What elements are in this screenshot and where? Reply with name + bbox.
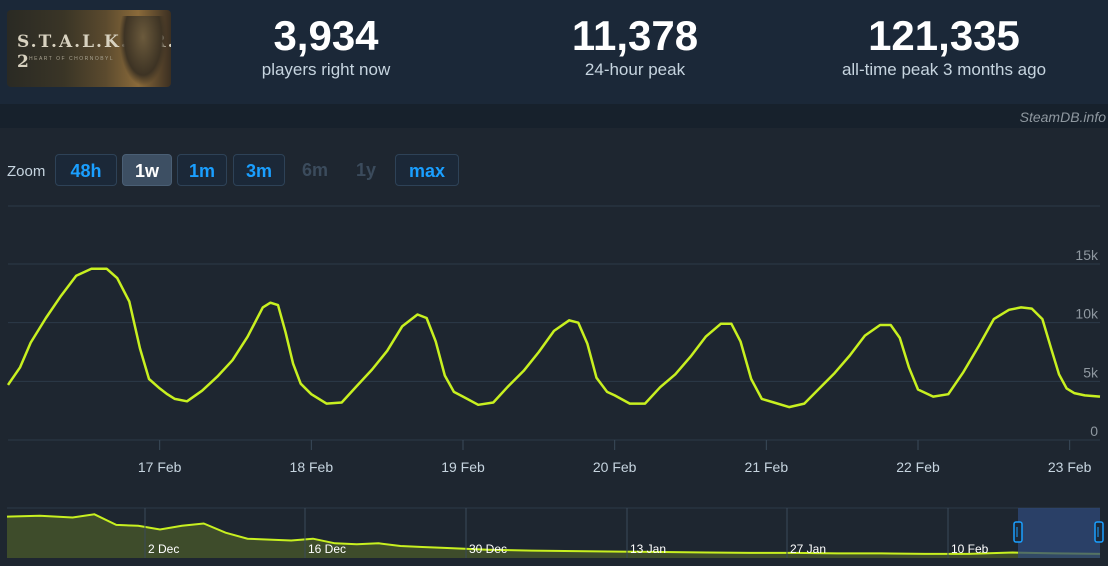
y-tick-label: 15k bbox=[1075, 247, 1099, 263]
zoom-button-6m: 6m bbox=[301, 160, 328, 180]
stats-header: S.T.A.L.K.E.R. 2 HEART OF CHORNOBYL 3,93… bbox=[0, 0, 1108, 104]
chart-container bbox=[0, 128, 1108, 566]
navigator-tick-label: 10 Feb bbox=[951, 542, 989, 556]
navigator-area bbox=[7, 514, 1100, 558]
game-capsule-image[interactable]: S.T.A.L.K.E.R. 2 HEART OF CHORNOBYL bbox=[7, 10, 171, 87]
y-tick-label: 5k bbox=[1083, 364, 1099, 380]
zoom-label: Zoom bbox=[7, 163, 46, 180]
steamdb-credit[interactable]: SteamDB.info bbox=[1019, 109, 1106, 125]
navigator-tick-label: 13 Jan bbox=[630, 542, 666, 556]
day-peak-value: 11,378 bbox=[571, 12, 699, 59]
current-players-label: players right now bbox=[261, 60, 391, 79]
zoom-button-max[interactable]: max bbox=[395, 154, 459, 186]
player-count-line bbox=[6, 267, 1101, 409]
day-peak-stat: 11,378 24-hour peak bbox=[545, 12, 725, 80]
x-tick-label: 18 Feb bbox=[290, 459, 334, 475]
zoom-button-1y: 1y bbox=[355, 160, 377, 180]
zoom-button-1w[interactable]: 1w bbox=[122, 154, 172, 186]
navigator-line bbox=[6, 513, 1101, 555]
navigator-tick-label: 27 Jan bbox=[790, 542, 826, 556]
current-players-value: 3,934 bbox=[273, 12, 379, 59]
y-tick-label: 10k bbox=[1075, 306, 1099, 322]
navigator-tick-label: 16 Dec bbox=[308, 542, 346, 556]
navigator-left-handle bbox=[1013, 521, 1023, 543]
navigator-tick-label: 30 Dec bbox=[469, 542, 507, 556]
x-tick-label: 21 Feb bbox=[745, 459, 789, 475]
navigator-tick-label: 2 Dec bbox=[148, 542, 179, 556]
all-time-peak-value: 121,335 bbox=[868, 12, 1020, 59]
x-tick-label: 17 Feb bbox=[138, 459, 182, 475]
x-tick-label: 20 Feb bbox=[593, 459, 637, 475]
y-tick-label: 0 bbox=[1090, 423, 1098, 439]
all-time-peak-stat: 121,335 all-time peak 3 months ago bbox=[820, 12, 1068, 80]
game-logo-subtitle: HEART OF CHORNOBYL bbox=[29, 56, 115, 62]
navigator-right-handle bbox=[1094, 521, 1104, 543]
header-divider-band bbox=[0, 104, 1108, 128]
stalker-figure bbox=[119, 16, 167, 86]
zoom-button-3m[interactable]: 3m bbox=[233, 154, 285, 186]
zoom-button-1m[interactable]: 1m bbox=[177, 154, 227, 186]
x-tick-label: 19 Feb bbox=[441, 459, 485, 475]
zoom-button-48h[interactable]: 48h bbox=[55, 154, 117, 186]
x-tick-label: 22 Feb bbox=[896, 459, 940, 475]
x-tick-label: 23 Feb bbox=[1048, 459, 1092, 475]
navigator-selection-window bbox=[1018, 508, 1100, 558]
all-time-peak-label: all-time peak 3 months ago bbox=[841, 60, 1047, 79]
current-players-stat: 3,934 players right now bbox=[240, 12, 412, 80]
day-peak-label: 24-hour peak bbox=[584, 60, 686, 79]
